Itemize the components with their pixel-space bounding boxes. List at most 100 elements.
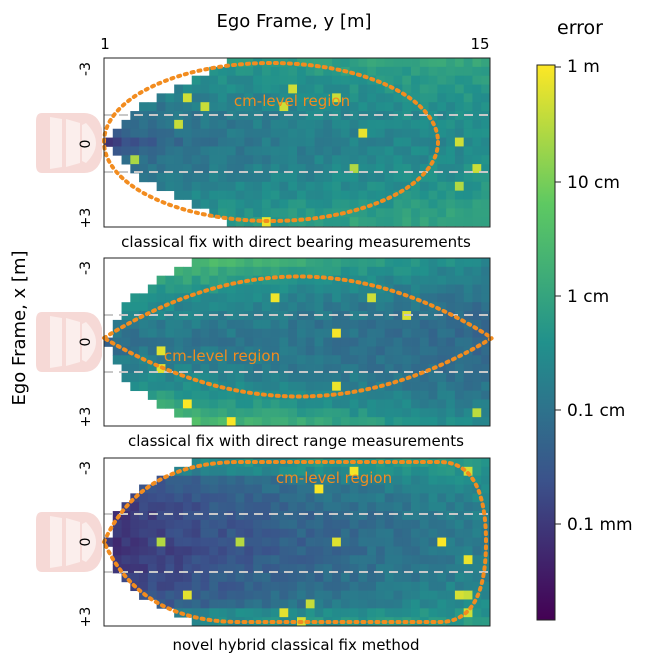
heatmap-cell: [235, 617, 245, 627]
heatmap-cell: [375, 599, 386, 609]
heatmap-cell: [384, 181, 394, 192]
heatmap-cell: [270, 355, 280, 365]
heatmap-cell: [393, 528, 403, 538]
heatmap-cell: [349, 466, 359, 477]
heatmap-cell: [182, 390, 193, 400]
heatmap-cell: [367, 537, 377, 547]
heatmap-cell: [437, 390, 447, 400]
heatmap-cell: [174, 581, 184, 592]
heatmap-cell: [384, 484, 394, 494]
heatmap-cell: [235, 199, 245, 209]
heatmap-cell: [349, 172, 359, 183]
heatmap-cell: [297, 572, 307, 583]
heatmap-cell: [411, 284, 421, 294]
heatmap-cell: [244, 319, 254, 330]
heatmap-cell: [305, 155, 315, 165]
heatmap-cell: [297, 346, 307, 356]
heatmap-cell: [340, 493, 351, 503]
heatmap-cell: [393, 475, 403, 485]
heatmap-cell: [270, 364, 280, 374]
heatmap-cell: [218, 208, 228, 218]
heatmap-cell: [305, 119, 315, 130]
heatmap-cell: [323, 164, 333, 174]
heatmap-cell: [218, 337, 228, 347]
heatmap-cell: [218, 408, 228, 418]
heatmap-cell: [411, 66, 421, 77]
heatmap-cell: [358, 564, 368, 574]
heatmap-cell: [367, 493, 377, 503]
heatmap-cell: [130, 346, 140, 356]
heatmap-cell: [147, 511, 158, 521]
heatmap-cell: [244, 555, 254, 565]
heatmap-cell: [349, 572, 359, 583]
heatmap-cell: [340, 519, 351, 530]
heatmap-cell: [209, 137, 219, 147]
heatmap-cell: [358, 399, 368, 409]
heatmap-cell: [156, 581, 166, 592]
heatmap-cell: [454, 266, 465, 277]
heatmap-cell: [340, 381, 351, 392]
heatmap-cell: [182, 381, 193, 392]
heatmap-cell: [235, 519, 245, 530]
heatmap-cell: [349, 66, 359, 77]
heatmap-cell: [419, 590, 429, 600]
heatmap-cell: [253, 328, 263, 338]
heatmap-cell: [279, 528, 289, 538]
heatmap-cell: [428, 93, 438, 103]
heatmap-cell: [235, 119, 245, 130]
heatmap-cell: [209, 337, 219, 347]
heatmap-cell: [472, 572, 482, 583]
heatmap-cell: [367, 381, 377, 392]
heatmap-cell: [446, 258, 456, 268]
heatmap-cell: [121, 519, 131, 530]
heatmap-cell: [226, 164, 236, 174]
heatmap-cell: [174, 493, 184, 503]
heatmap-cell: [139, 346, 149, 356]
heatmap-cell: [375, 537, 386, 547]
heatmap-cell: [156, 275, 166, 285]
heatmap-cell: [297, 355, 307, 365]
heatmap-cell: [393, 546, 403, 556]
heatmap-cell: [367, 528, 377, 538]
heatmap-cell: [481, 458, 491, 468]
heatmap-cell: [182, 266, 193, 277]
heatmap-cell: [156, 546, 166, 556]
heatmap-cell: [253, 372, 263, 383]
heatmap-cell: [209, 319, 219, 330]
heatmap-cell: [288, 199, 298, 209]
heatmap-cell: [349, 58, 359, 68]
heatmap-cell: [288, 137, 298, 147]
heatmap-cell: [288, 484, 298, 494]
heatmap-cell: [156, 102, 166, 112]
heatmap-cell: [349, 328, 359, 338]
heatmap-cell: [226, 466, 236, 477]
heatmap-cell: [446, 484, 456, 494]
heatmap-cell: [367, 58, 377, 68]
heatmap-cell: [165, 284, 175, 294]
heatmap-cell: [454, 181, 465, 192]
heatmap-cell: [261, 564, 272, 574]
heatmap-cell: [446, 328, 456, 338]
heatmap-cell: [209, 466, 219, 477]
heatmap-cell: [340, 528, 351, 538]
heatmap-cell: [463, 58, 473, 68]
heatmap-cell: [130, 528, 140, 538]
heatmap-cell: [454, 275, 465, 285]
heatmap-cell: [305, 164, 315, 174]
heatmap-cell: [218, 572, 228, 583]
heatmap-cell: [411, 102, 421, 112]
heatmap-cell: [297, 408, 307, 418]
heatmap-cell: [226, 319, 236, 330]
heatmap-cell: [472, 346, 482, 356]
heatmap-cell: [182, 155, 193, 165]
heatmap-cell: [244, 590, 254, 600]
heatmap-cell: [358, 58, 368, 68]
heatmap-cell: [191, 417, 201, 427]
heatmap-cell: [191, 266, 201, 277]
heatmap-cell: [305, 466, 315, 477]
heatmap-cell: [340, 258, 351, 268]
y-tick-label: 0: [78, 538, 94, 547]
heatmap-cell: [174, 519, 184, 530]
heatmap-cell: [428, 266, 438, 277]
heatmap-cell: [182, 537, 193, 547]
